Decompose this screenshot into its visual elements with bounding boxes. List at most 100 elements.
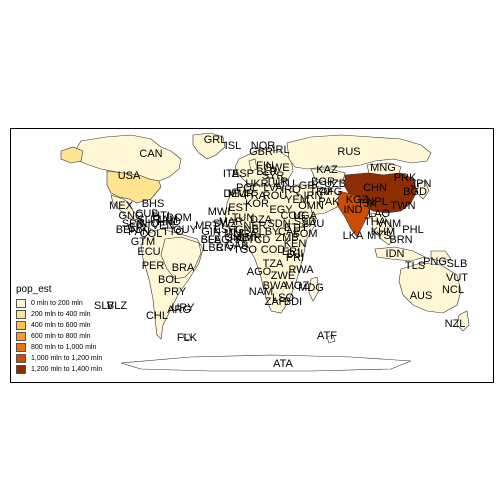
country-label-cog: COG — [280, 210, 305, 222]
country-shape-australia — [398, 262, 462, 314]
country-label-tha: THA — [364, 216, 387, 228]
country-label-brn: BRN — [389, 234, 412, 246]
country-label-sur: SUR — [137, 214, 160, 226]
country-shape-alaska — [60, 146, 84, 164]
legend-swatch — [16, 299, 26, 308]
legend-item: 0 mln to 200 mln — [16, 298, 102, 309]
country-shape-png — [430, 250, 452, 262]
country-label-cri: CRI — [128, 222, 147, 234]
country-polygons — [60, 132, 470, 372]
country-label-vnm: VNM — [377, 218, 401, 230]
country-label-lao: LAO — [368, 208, 390, 220]
country-label-sen: SEN — [122, 218, 145, 230]
country-label-cmr: CMR — [236, 232, 261, 244]
country-label-phl: PHL — [402, 224, 423, 236]
country-shape-falkland — [182, 333, 192, 341]
country-label-per: PER — [142, 260, 165, 272]
country-label-cod: COD — [261, 244, 286, 256]
country-label-tto: TTO — [162, 226, 184, 238]
country-label-pry: PRY — [164, 286, 187, 298]
country-label-som: SOM — [292, 228, 317, 240]
country-shape-canada — [72, 134, 182, 182]
country-label-sdn: SDN — [267, 218, 290, 230]
country-label-png: PNG — [423, 256, 447, 268]
country-label-grl: GRL — [204, 134, 227, 146]
country-label-mng: MNG — [370, 162, 396, 174]
country-label-ind: IND — [344, 204, 363, 216]
country-label-uga: UGA — [293, 210, 318, 222]
legend-rows: 0 mln to 200 mln 200 mln to 400 mln 400 ml… — [16, 298, 102, 375]
country-label-mwi: MWI — [208, 206, 231, 218]
country-shape-japan — [416, 180, 430, 200]
legend-item: 1,200 mln to 1,400 mln — [16, 364, 102, 375]
country-label-esp: ESP — [232, 168, 254, 180]
country-label-can: CAN — [139, 148, 162, 160]
country-label-flk: FLK — [177, 332, 198, 344]
legend-swatch — [16, 310, 26, 319]
country-label-nga: NGA — [233, 228, 258, 240]
legend-swatch — [16, 332, 26, 341]
country-label-atf: ATF — [317, 330, 337, 342]
country-label-irn: IRN — [304, 190, 323, 202]
country-label-lbr: LBR — [202, 242, 223, 254]
country-label-kgz: KGZ — [346, 194, 369, 206]
legend-swatch — [16, 354, 26, 363]
country-label-khm: KHM — [371, 226, 395, 238]
country-label-ner: NER — [243, 220, 266, 232]
country-label-chn: CHN — [363, 182, 387, 194]
country-label-tjk: TJK — [357, 198, 377, 210]
country-label-ecu: ECU — [137, 246, 160, 258]
country-label-egy: EGY — [269, 204, 293, 216]
country-shape-atf — [326, 334, 336, 344]
country-label-vut: VUT — [446, 272, 468, 284]
country-label-zwe: ZWE — [271, 270, 295, 282]
country-label-omn: OMN — [298, 200, 324, 212]
legend-swatch — [16, 365, 26, 374]
country-label-slv: SLV — [94, 300, 115, 312]
country-label-caf: CAF — [278, 226, 300, 238]
country-label-guy: GUY — [173, 224, 198, 236]
country-label-bra: BRA — [172, 262, 195, 274]
country-label-tls: TLS — [405, 260, 425, 272]
country-label-twn: TWN — [390, 200, 415, 212]
country-label-mrt: MRT — [195, 220, 219, 232]
country-label-nor: NOR — [251, 140, 276, 152]
country-label-grc: GRC — [299, 180, 324, 192]
country-label-bhs: BHS — [142, 198, 165, 210]
country-label-eri: ERI — [282, 246, 300, 258]
country-label-npl: NPL — [366, 196, 387, 208]
country-shape-central-america — [134, 220, 152, 234]
country-label-jpn: JPN — [411, 178, 432, 190]
country-label-tun: TUN — [232, 212, 255, 224]
country-label-kaz: KAZ — [316, 164, 338, 176]
country-shape-antarctica — [120, 354, 412, 372]
country-label-bgd: BGD — [403, 186, 427, 198]
map-legend: pop_est 0 mln to 200 mln 200 mln to 400 m… — [16, 284, 102, 375]
country-label-tkm: TKM — [309, 186, 332, 198]
country-label-hti: HTI — [152, 210, 170, 222]
country-label-tza: TZA — [263, 258, 284, 270]
country-label-syr: SYR — [262, 170, 285, 182]
country-label-zaf: ZAF — [265, 296, 286, 308]
country-label-swe: SWE — [264, 162, 289, 174]
country-label-afg: AFG — [320, 186, 343, 198]
country-label-uzb: UZB — [324, 178, 346, 190]
country-label-fra: FRA — [244, 190, 267, 202]
country-label-rwa: RWA — [288, 264, 314, 276]
country-label-arg: ARG — [167, 304, 191, 316]
country-shape-europe — [234, 148, 294, 186]
country-label-moz: MOZ — [285, 280, 310, 292]
country-label-blz: BLZ — [107, 300, 127, 312]
country-shape-greenland — [192, 132, 226, 160]
country-label-civ: CIV — [216, 242, 235, 254]
country-label-ukr: UKR — [245, 178, 268, 190]
country-label-ata: ATA — [273, 358, 293, 370]
country-label-gbr: GBR — [249, 146, 273, 158]
country-label-mex: MEX — [109, 200, 134, 212]
country-label-mdg: MDG — [298, 282, 324, 294]
country-label-ben: BEN — [116, 224, 139, 236]
legend-item: 200 mln to 400 mln — [16, 309, 102, 320]
country-label-gab: GAB — [225, 240, 248, 252]
country-label-nam: NAM — [249, 286, 273, 298]
country-label-bgr: BGR — [311, 176, 335, 188]
